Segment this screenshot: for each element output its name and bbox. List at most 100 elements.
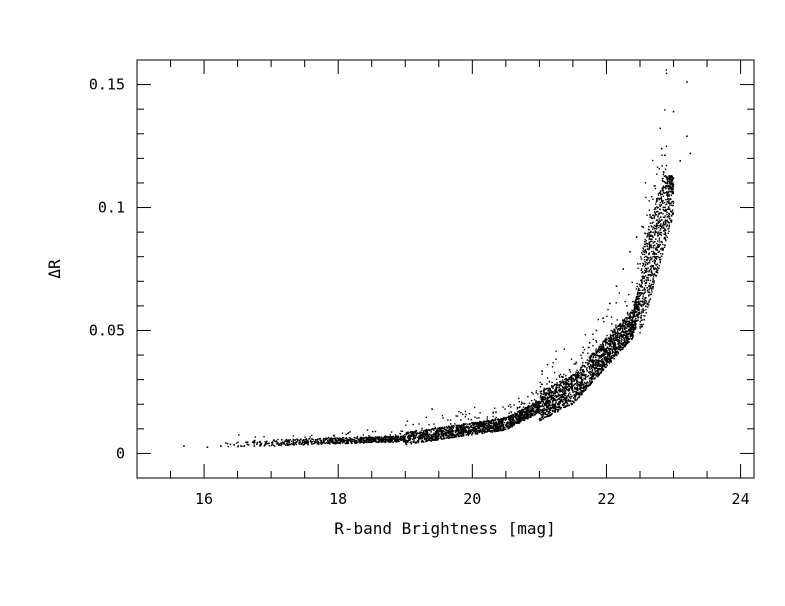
data-point — [357, 439, 359, 441]
data-point — [456, 432, 459, 435]
data-point — [501, 429, 503, 431]
data-point — [669, 177, 671, 180]
data-point — [431, 428, 433, 430]
data-point — [662, 213, 664, 215]
data-point — [611, 331, 614, 333]
data-point — [541, 411, 543, 414]
data-point — [650, 235, 652, 237]
data-point — [594, 363, 597, 365]
data-point — [240, 445, 242, 447]
data-point — [491, 425, 493, 427]
data-point — [664, 231, 666, 233]
data-point — [609, 350, 611, 352]
data-point — [582, 379, 584, 381]
data-point — [377, 438, 380, 440]
data-point — [557, 393, 560, 395]
data-point — [453, 425, 455, 428]
data-point — [364, 440, 366, 443]
data-point — [253, 440, 255, 442]
data-point — [507, 416, 509, 418]
data-point — [485, 425, 488, 427]
data-point — [505, 423, 508, 425]
data-point — [306, 439, 308, 441]
data-point — [491, 426, 493, 428]
data-point — [642, 310, 644, 313]
data-point — [513, 419, 516, 422]
data-point — [624, 327, 626, 329]
data-point — [560, 398, 562, 400]
data-point — [453, 434, 455, 436]
data-point — [656, 270, 658, 273]
data-point — [544, 404, 546, 407]
data-point — [618, 335, 621, 337]
data-point — [652, 256, 654, 258]
data-point — [563, 382, 566, 385]
data-point — [643, 275, 645, 278]
data-point — [449, 434, 452, 436]
data-point — [640, 300, 642, 302]
data-point — [453, 430, 455, 432]
data-point — [555, 350, 557, 352]
data-point — [340, 440, 343, 442]
data-point — [473, 422, 476, 424]
data-point — [549, 395, 551, 398]
data-point — [562, 390, 565, 392]
x-tick-label: 22 — [597, 490, 615, 508]
data-point — [653, 214, 655, 217]
data-point — [595, 361, 597, 364]
data-point — [488, 426, 490, 428]
data-point — [582, 368, 584, 371]
data-point — [478, 431, 480, 434]
data-point — [535, 400, 537, 402]
data-point — [543, 387, 545, 390]
data-point — [659, 261, 661, 264]
data-point — [422, 441, 425, 443]
data-point — [458, 410, 460, 413]
data-point — [433, 428, 435, 431]
data-point — [478, 417, 480, 419]
data-point — [380, 436, 382, 438]
data-point — [587, 374, 590, 377]
data-point — [538, 418, 541, 420]
data-point — [640, 293, 642, 295]
data-point — [606, 338, 608, 341]
data-point — [367, 439, 369, 441]
data-point — [665, 72, 668, 75]
data-point — [623, 325, 626, 327]
data-point — [629, 331, 631, 333]
data-point — [451, 425, 454, 428]
data-point — [348, 440, 350, 442]
data-point — [634, 328, 637, 330]
data-point — [303, 439, 305, 442]
data-point — [587, 362, 590, 364]
data-point — [641, 300, 644, 303]
data-point — [491, 427, 493, 429]
data-point — [465, 425, 468, 427]
data-point — [619, 349, 622, 352]
data-point — [518, 400, 521, 403]
data-point — [423, 435, 425, 437]
data-point — [593, 367, 596, 369]
data-point — [431, 437, 433, 440]
data-point — [534, 407, 537, 409]
data-point — [530, 405, 533, 407]
data-point — [411, 430, 414, 433]
data-point — [543, 413, 545, 416]
data-point — [610, 335, 612, 337]
data-point — [492, 426, 494, 428]
data-point — [572, 385, 575, 387]
data-point — [668, 227, 670, 229]
data-point — [686, 81, 688, 83]
data-point — [421, 429, 423, 431]
data-point — [260, 442, 263, 445]
data-point — [518, 417, 520, 419]
data-point — [471, 433, 474, 435]
data-point — [620, 332, 622, 334]
data-point — [546, 401, 549, 403]
data-point — [469, 426, 471, 428]
data-point — [504, 419, 507, 422]
data-point — [558, 408, 560, 411]
data-point — [639, 332, 641, 334]
data-point — [532, 409, 534, 411]
data-point — [525, 417, 528, 420]
